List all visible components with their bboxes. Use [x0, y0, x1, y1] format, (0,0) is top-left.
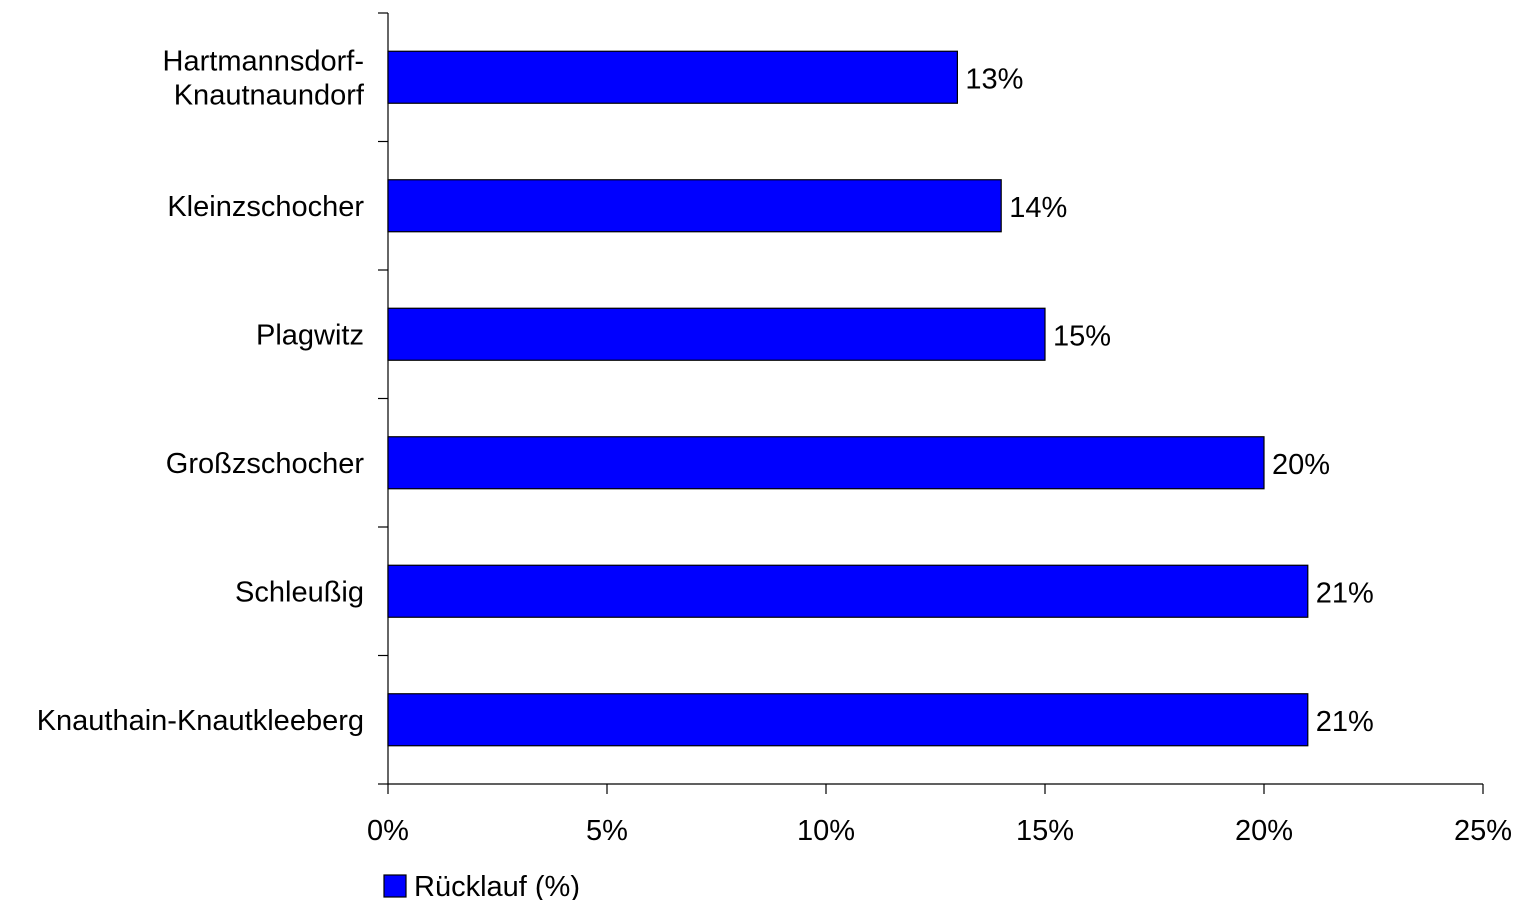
x-tick-label: 10%	[797, 815, 855, 847]
value-labels: 13% 14% 15% 20% 21% 21%	[965, 63, 1373, 738]
value-label: 21%	[1316, 577, 1374, 609]
bar	[387, 50, 959, 104]
value-label: 21%	[1316, 706, 1374, 738]
category-label: Hartmannsdorf-	[163, 45, 364, 77]
category-label: Kleinzschocher	[167, 191, 364, 223]
legend-swatch	[383, 874, 407, 898]
x-tick-label: 5%	[586, 815, 628, 847]
category-label: Plagwitz	[256, 319, 364, 351]
value-label: 14%	[1009, 192, 1067, 224]
value-label: 20%	[1272, 449, 1330, 481]
category-labels: Hartmannsdorf-Knautnaundorf Kleinzschoche…	[37, 45, 365, 737]
category-label: Knauthain-Knautkleeberg	[37, 705, 364, 737]
category-label: Schleußig	[235, 576, 364, 608]
x-tick-label: 0%	[367, 815, 409, 847]
legend: Rücklauf (%)	[383, 871, 580, 900]
bar	[387, 307, 1046, 361]
bar	[387, 436, 1265, 490]
x-tick-label: 15%	[1016, 815, 1074, 847]
bar	[387, 693, 1309, 747]
value-label: 13%	[965, 63, 1023, 95]
axes	[378, 12, 1484, 794]
x-tick-label: 25%	[1454, 815, 1512, 847]
category-label: Knautnaundorf	[174, 79, 365, 111]
x-tick-labels: 0% 5% 10% 15% 20% 25%	[367, 815, 1512, 847]
bar	[387, 564, 1309, 618]
legend-label: Rücklauf (%)	[414, 871, 580, 900]
bar	[387, 179, 1002, 233]
bars	[387, 50, 1309, 747]
x-tick-label: 20%	[1235, 815, 1293, 847]
value-label: 15%	[1053, 320, 1111, 352]
category-label: Großzschocher	[166, 448, 365, 480]
